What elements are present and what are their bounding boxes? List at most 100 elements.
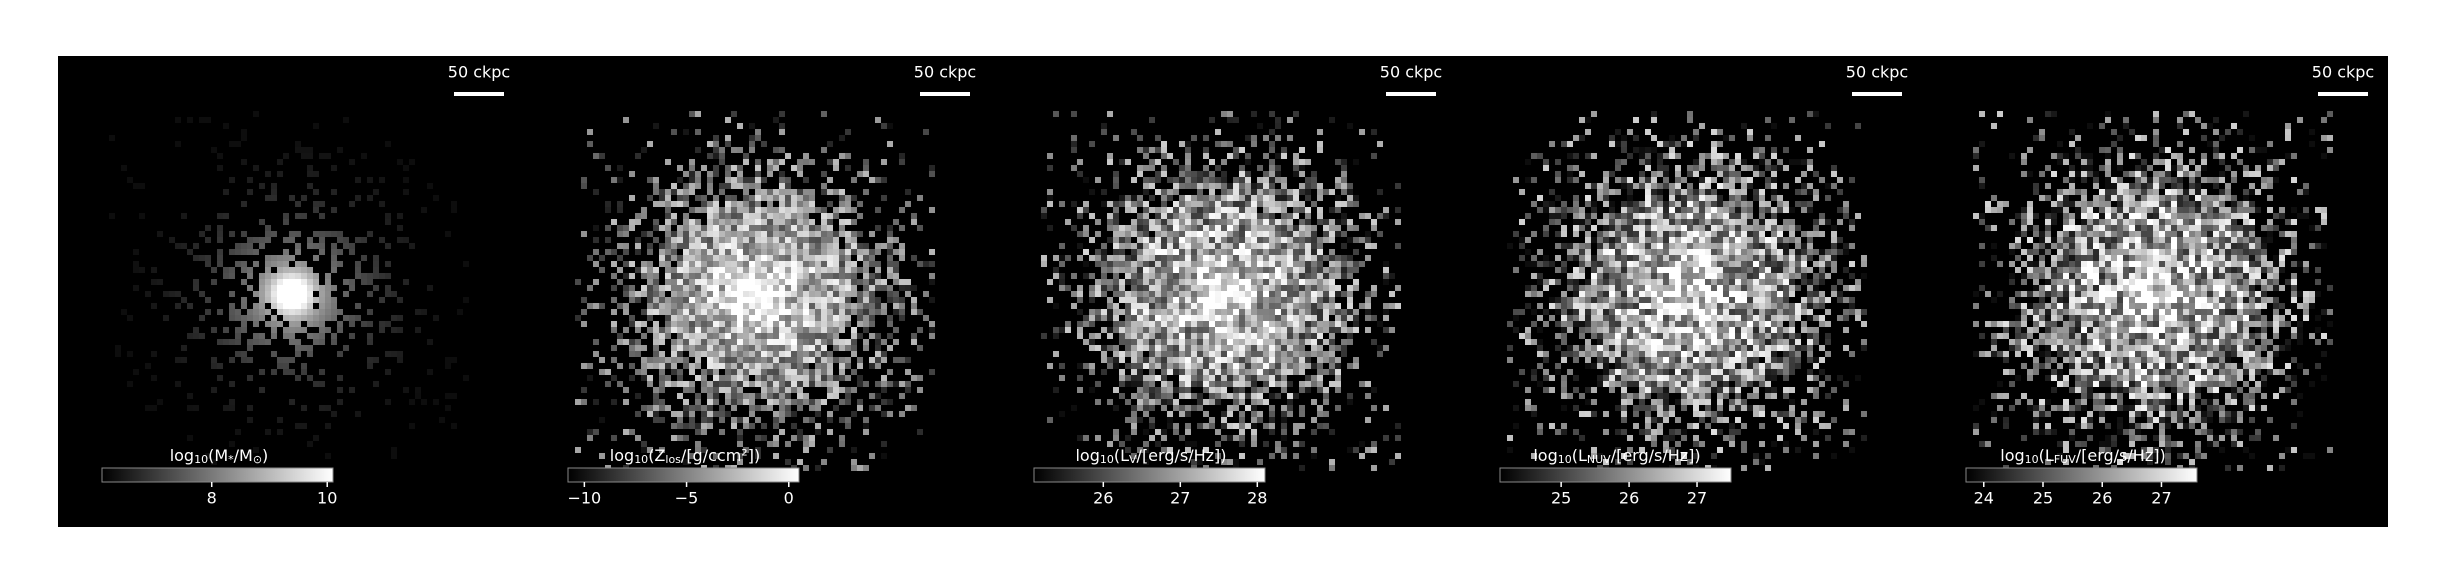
pixel [1227,153,1233,159]
pixel [295,279,301,285]
pixel [785,441,791,447]
pixel [1603,273,1609,279]
pixel [1371,225,1377,231]
pixel [743,303,749,309]
pixel [593,261,599,267]
pixel [283,153,289,159]
pixel [319,201,325,207]
pixel [755,297,761,303]
pixel [683,303,689,309]
pixel [1275,195,1281,201]
pixel [743,417,749,423]
pixel [707,291,713,297]
pixel [1627,177,1633,183]
pixel [1155,159,1161,165]
pixel [319,339,325,345]
pixel [1257,225,1263,231]
pixel [731,375,737,381]
pixel [1293,453,1299,459]
pixel [851,273,857,279]
pixel [1101,249,1107,255]
pixel [1161,201,1167,207]
pixel [1657,195,1663,201]
pixel [1245,423,1251,429]
pixel [331,339,337,345]
pixel [749,351,755,357]
pixel [797,387,803,393]
pixel [271,195,277,201]
pixel [1281,423,1287,429]
pixel [187,249,193,255]
pixel [1053,327,1059,333]
pixel [1645,345,1651,351]
pixel [1657,273,1663,279]
pixel [1627,435,1633,441]
pixel [821,459,827,465]
pixel [1185,159,1191,165]
pixel [1245,381,1251,387]
pixel [803,201,809,207]
pixel [1089,189,1095,195]
pixel [623,225,629,231]
pixel [1573,303,1579,309]
pixel [235,309,241,315]
pixel [1543,369,1549,375]
pixel [1221,141,1227,147]
pixel [797,339,803,345]
pixel [779,201,785,207]
pixel [1251,111,1257,117]
pixel [623,249,629,255]
pixel [695,291,701,297]
pixel [845,237,851,243]
pixel [1089,285,1095,291]
pixel [1555,303,1561,309]
pixel [803,213,809,219]
pixel [307,153,313,159]
pixel [665,159,671,165]
pixel [1167,357,1173,363]
pixel [701,375,707,381]
pixel [731,399,737,405]
pixel [1317,219,1323,225]
pixel [1651,429,1657,435]
pixel [827,327,833,333]
pixel [1263,297,1269,303]
pixel [1209,189,1215,195]
pixel [1269,333,1275,339]
pixel [743,153,749,159]
pixel [1245,345,1251,351]
pixel [1669,339,1675,345]
pixel [1209,201,1215,207]
pixel [665,363,671,369]
pixel [791,261,797,267]
pixel [1071,303,1077,309]
pixel [653,279,659,285]
pixel [689,333,695,339]
pixel [1287,261,1293,267]
pixel [1233,207,1239,213]
pixel [1089,315,1095,321]
pixel [253,249,259,255]
pixel [1185,345,1191,351]
pixel [1305,237,1311,243]
pixel [785,195,791,201]
pixel [1233,255,1239,261]
pixel [1299,183,1305,189]
pixel [1657,291,1663,297]
pixel [1657,357,1663,363]
pixel [869,363,875,369]
pixel [827,387,833,393]
pixel [839,441,845,447]
pixel [1317,297,1323,303]
pixel [677,291,683,297]
pixel [779,345,785,351]
pixel [1245,321,1251,327]
pixel [875,303,881,309]
pixel [875,381,881,387]
pixel [1621,267,1627,273]
pixel [599,255,605,261]
pixel [1239,339,1245,345]
pixel [1269,411,1275,417]
pixel [821,363,827,369]
pixel [1047,363,1053,369]
